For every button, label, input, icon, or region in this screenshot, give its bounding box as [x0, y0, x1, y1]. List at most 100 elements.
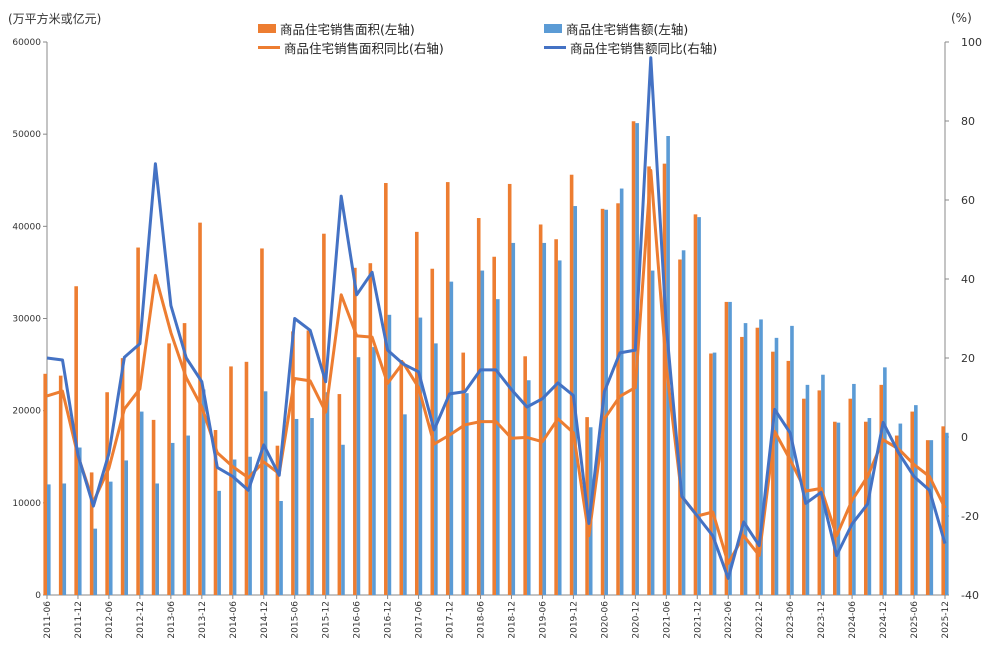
- x-tick-label: 2014-12: [260, 601, 270, 639]
- amount-bar: [248, 456, 252, 595]
- amount-bar: [557, 260, 562, 595]
- y-right-tick-label: 100: [961, 36, 982, 49]
- area-bar: [384, 183, 388, 595]
- amount-bar: [372, 347, 376, 595]
- amount-bar: [542, 242, 547, 595]
- left-axis-unit: (万平方米或亿元): [8, 12, 102, 26]
- area-bar: [414, 231, 419, 595]
- area-bar: [368, 263, 373, 595]
- x-tick-label: 2019-12: [569, 601, 579, 639]
- amount-bar: [666, 136, 670, 595]
- area-bar: [322, 233, 326, 595]
- amount-bar: [139, 411, 144, 595]
- area-bar: [43, 373, 47, 595]
- area-bar: [260, 248, 264, 595]
- area-bar: [724, 301, 729, 595]
- amount-bar: [93, 528, 98, 595]
- amount-bar: [217, 490, 221, 595]
- area-bar: [647, 166, 651, 596]
- amount-bar: [310, 418, 314, 595]
- area-bar: [554, 239, 558, 595]
- legend-area-yoy: 商品住宅销售面积同比(右轴): [258, 38, 444, 57]
- x-tick-label: 2023-06: [786, 601, 796, 639]
- amount-bar: [898, 423, 903, 595]
- area-bar: [941, 426, 945, 595]
- amount-bar: [356, 357, 361, 595]
- y-right-tick-label: 0: [961, 431, 968, 444]
- amount-bar: [341, 444, 345, 595]
- x-tick-label: 2021-06: [662, 601, 672, 639]
- amount-bar: [681, 250, 686, 595]
- amount-bar: [465, 393, 469, 595]
- legend-area-bar: 商品住宅销售面积(左轴): [258, 19, 415, 38]
- legend-amount-bar-label: 商品住宅销售额(左轴): [566, 22, 689, 37]
- area-bar: [291, 331, 295, 595]
- y-left-tick-label: 10000: [12, 499, 41, 509]
- x-tick-label: 2017-06: [415, 601, 425, 639]
- amount-bar: [186, 435, 190, 595]
- amount-bar: [650, 270, 655, 595]
- legend-amount-yoy-swatch: [544, 46, 566, 49]
- amount-bar: [232, 459, 237, 595]
- x-tick-label: 2012-12: [136, 601, 146, 639]
- y-right-tick-label: 60: [961, 194, 975, 207]
- x-tick-label: 2014-06: [229, 601, 239, 639]
- x-tick-label: 2017-12: [446, 601, 456, 639]
- area-bar: [353, 267, 357, 595]
- x-tick-label: 2016-06: [353, 601, 363, 639]
- area-bar: [693, 214, 698, 595]
- x-tick-label: 2024-06: [848, 601, 858, 639]
- area-bar: [476, 218, 481, 595]
- area-bar: [120, 358, 125, 595]
- area-bar: [740, 336, 744, 595]
- amount-bar: [914, 405, 918, 595]
- area-bar: [569, 174, 574, 595]
- amount-bar: [434, 343, 438, 595]
- area-bar: [244, 361, 249, 595]
- amount-bar: [387, 314, 392, 595]
- area-bar: [848, 398, 853, 595]
- area-bar: [894, 435, 899, 595]
- x-tick-label: 2020-06: [600, 601, 610, 639]
- y-left-tick-label: 30000: [12, 315, 41, 325]
- amount-bar: [480, 270, 485, 595]
- x-tick-label: 2019-06: [538, 601, 548, 639]
- x-tick-label: 2018-12: [507, 601, 517, 639]
- amount-bar: [263, 391, 268, 595]
- area-bar: [213, 430, 218, 595]
- area-bar: [136, 247, 140, 595]
- amount-bar: [929, 440, 934, 595]
- area-bar: [275, 445, 280, 595]
- amount-bar: [712, 352, 717, 595]
- y-left-tick-label: 40000: [12, 222, 41, 232]
- right-axis-unit: (%): [951, 11, 972, 25]
- amount-bar: [867, 418, 872, 595]
- area-bar: [461, 352, 466, 595]
- x-tick-label: 2013-06: [167, 601, 177, 639]
- area-bar: [662, 163, 667, 595]
- area-bar: [182, 323, 187, 595]
- area-bar: [167, 343, 171, 595]
- y-left-tick-label: 20000: [12, 407, 41, 417]
- amount-bar: [403, 414, 407, 595]
- y-right-tick-label: 20: [961, 352, 975, 365]
- amount-bar: [821, 374, 825, 595]
- area-bar: [709, 353, 713, 595]
- x-tick-label: 2025-06: [910, 601, 920, 639]
- area-bar: [910, 411, 915, 595]
- amount-bar: [604, 209, 608, 595]
- legend-amount-bar: 商品住宅销售额(左轴): [544, 19, 688, 38]
- area-bar: [337, 394, 342, 595]
- area-bar: [198, 222, 202, 595]
- x-tick-label: 2015-06: [291, 601, 301, 639]
- area-bar: [89, 472, 94, 595]
- y-right-tick-label: 80: [961, 115, 975, 128]
- amount-bar: [170, 442, 175, 595]
- area-bar: [833, 421, 837, 595]
- area-bar: [771, 351, 775, 595]
- area-bar: [58, 375, 63, 595]
- amount-bar: [496, 299, 500, 595]
- amount-bar: [697, 217, 701, 595]
- x-tick-label: 2025-12: [941, 601, 951, 639]
- x-tick-label: 2011-06: [43, 601, 53, 639]
